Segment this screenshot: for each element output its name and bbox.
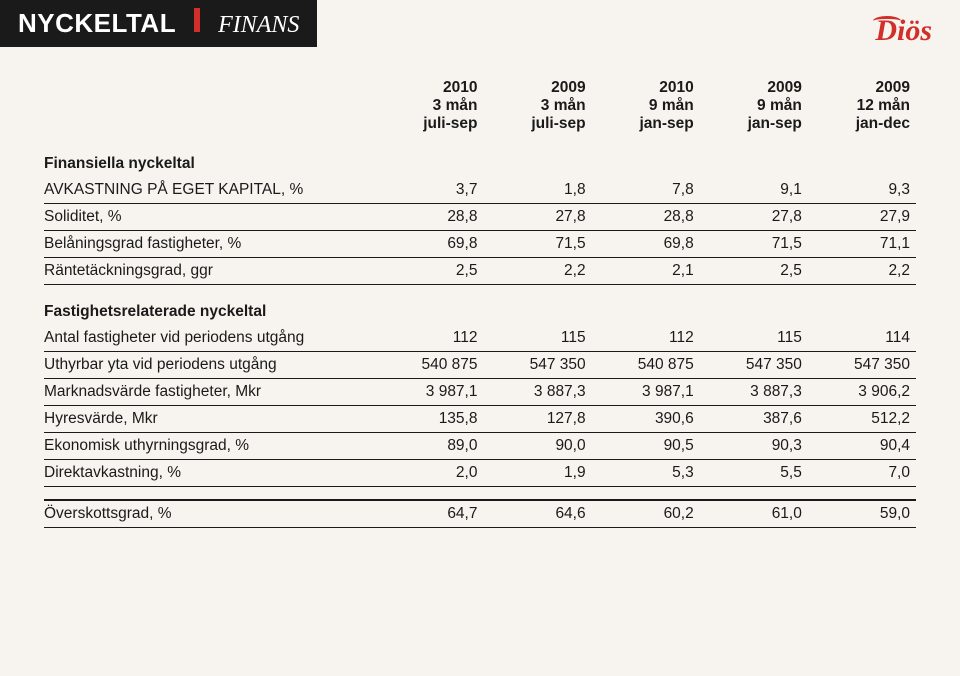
cell: 112 [592, 325, 700, 352]
cell: 2,0 [375, 460, 483, 487]
cell: 90,3 [700, 433, 808, 460]
cell: 7,8 [592, 177, 700, 204]
cell: 9,1 [700, 177, 808, 204]
cell: 27,8 [700, 204, 808, 231]
cell: 3 987,1 [375, 379, 483, 406]
col-header-4: 20099 månjan-sep [700, 75, 808, 137]
cell: 115 [483, 325, 591, 352]
cell: 547 350 [808, 352, 916, 379]
cell: 3 906,2 [808, 379, 916, 406]
cell: 3 887,3 [700, 379, 808, 406]
cell: 27,8 [483, 204, 591, 231]
cell: 547 350 [700, 352, 808, 379]
cell: 512,2 [808, 406, 916, 433]
table-row: Ekonomisk uthyrningsgrad, % 89,0 90,0 90… [44, 433, 916, 460]
cell: 1,9 [483, 460, 591, 487]
cell: 69,8 [375, 231, 483, 258]
cell: 59,0 [808, 500, 916, 528]
table-row: Soliditet, % 28,8 27,8 28,8 27,8 27,9 [44, 204, 916, 231]
table-row: Belåningsgrad fastigheter, % 69,8 71,5 6… [44, 231, 916, 258]
row-label: Soliditet, % [44, 204, 375, 231]
cell: 115 [700, 325, 808, 352]
cell: 3 987,1 [592, 379, 700, 406]
report-header: NYCKELTAL FINANS [0, 0, 317, 47]
cell: 90,5 [592, 433, 700, 460]
cell: 3 887,3 [483, 379, 591, 406]
cell: 2,1 [592, 258, 700, 285]
table-row: Antal fastigheter vid periodens utgång 1… [44, 325, 916, 352]
table-row: Direktavkastning, % 2,0 1,9 5,3 5,5 7,0 [44, 460, 916, 487]
row-label: AVKASTNING PÅ EGET KAPITAL, % [44, 177, 375, 204]
key-figures-table: 20103 månjuli-sep 20093 månjuli-sep 2010… [44, 75, 916, 528]
cell: 7,0 [808, 460, 916, 487]
cell: 71,5 [700, 231, 808, 258]
section-label: Finansiella nyckeltal [44, 137, 916, 177]
table-row: Överskottsgrad, % 64,7 64,6 60,2 61,0 59… [44, 500, 916, 528]
cell: 69,8 [592, 231, 700, 258]
column-header-row: 20103 månjuli-sep 20093 månjuli-sep 2010… [44, 75, 916, 137]
page-title: NYCKELTAL [18, 8, 176, 39]
brand-logo: Diös [873, 14, 932, 48]
row-label: Räntetäckningsgrad, ggr [44, 258, 375, 285]
cell: 2,5 [375, 258, 483, 285]
cell: 64,7 [375, 500, 483, 528]
spacer-row [44, 487, 916, 501]
logo-swoosh-icon [873, 16, 901, 26]
cell: 90,0 [483, 433, 591, 460]
cell: 71,1 [808, 231, 916, 258]
cell: 112 [375, 325, 483, 352]
row-label: Direktavkastning, % [44, 460, 375, 487]
table-row: Marknadsvärde fastigheter, Mkr 3 987,1 3… [44, 379, 916, 406]
row-label: Överskottsgrad, % [44, 500, 375, 528]
cell: 387,6 [700, 406, 808, 433]
header-blank [44, 75, 375, 137]
cell: 540 875 [375, 352, 483, 379]
cell: 3,7 [375, 177, 483, 204]
table-row: Hyresvärde, Mkr 135,8 127,8 390,6 387,6 … [44, 406, 916, 433]
section-heading-1: Finansiella nyckeltal [44, 137, 916, 177]
cell: 60,2 [592, 500, 700, 528]
cell: 2,2 [483, 258, 591, 285]
section-heading-2: Fastighetsrelaterade nyckeltal [44, 285, 916, 326]
col-header-5: 200912 månjan-dec [808, 75, 916, 137]
table-body: Finansiella nyckeltal AVKASTNING PÅ EGET… [44, 137, 916, 528]
row-label: Uthyrbar yta vid periodens utgång [44, 352, 375, 379]
cell: 28,8 [375, 204, 483, 231]
row-label: Ekonomisk uthyrningsgrad, % [44, 433, 375, 460]
table-row: Uthyrbar yta vid periodens utgång 540 87… [44, 352, 916, 379]
cell: 390,6 [592, 406, 700, 433]
cell: 1,8 [483, 177, 591, 204]
content-area: 20103 månjuli-sep 20093 månjuli-sep 2010… [0, 47, 960, 528]
row-label: Belåningsgrad fastigheter, % [44, 231, 375, 258]
cell: 135,8 [375, 406, 483, 433]
cell: 2,5 [700, 258, 808, 285]
row-label: Antal fastigheter vid periodens utgång [44, 325, 375, 352]
cell: 90,4 [808, 433, 916, 460]
cell: 5,5 [700, 460, 808, 487]
cell: 9,3 [808, 177, 916, 204]
cell: 64,6 [483, 500, 591, 528]
cell: 2,2 [808, 258, 916, 285]
cell: 89,0 [375, 433, 483, 460]
section-label: Fastighetsrelaterade nyckeltal [44, 285, 916, 326]
col-header-3: 20109 månjan-sep [592, 75, 700, 137]
divider-accent [194, 8, 200, 32]
cell: 61,0 [700, 500, 808, 528]
col-header-2: 20093 månjuli-sep [483, 75, 591, 137]
cell: 547 350 [483, 352, 591, 379]
table-row: AVKASTNING PÅ EGET KAPITAL, % 3,7 1,8 7,… [44, 177, 916, 204]
page-subtitle: FINANS [218, 12, 299, 39]
cell: 540 875 [592, 352, 700, 379]
cell: 114 [808, 325, 916, 352]
col-header-1: 20103 månjuli-sep [375, 75, 483, 137]
cell: 71,5 [483, 231, 591, 258]
cell: 5,3 [592, 460, 700, 487]
cell: 27,9 [808, 204, 916, 231]
row-label: Marknadsvärde fastigheter, Mkr [44, 379, 375, 406]
row-label: Hyresvärde, Mkr [44, 406, 375, 433]
cell: 28,8 [592, 204, 700, 231]
table-row: Räntetäckningsgrad, ggr 2,5 2,2 2,1 2,5 … [44, 258, 916, 285]
cell: 127,8 [483, 406, 591, 433]
